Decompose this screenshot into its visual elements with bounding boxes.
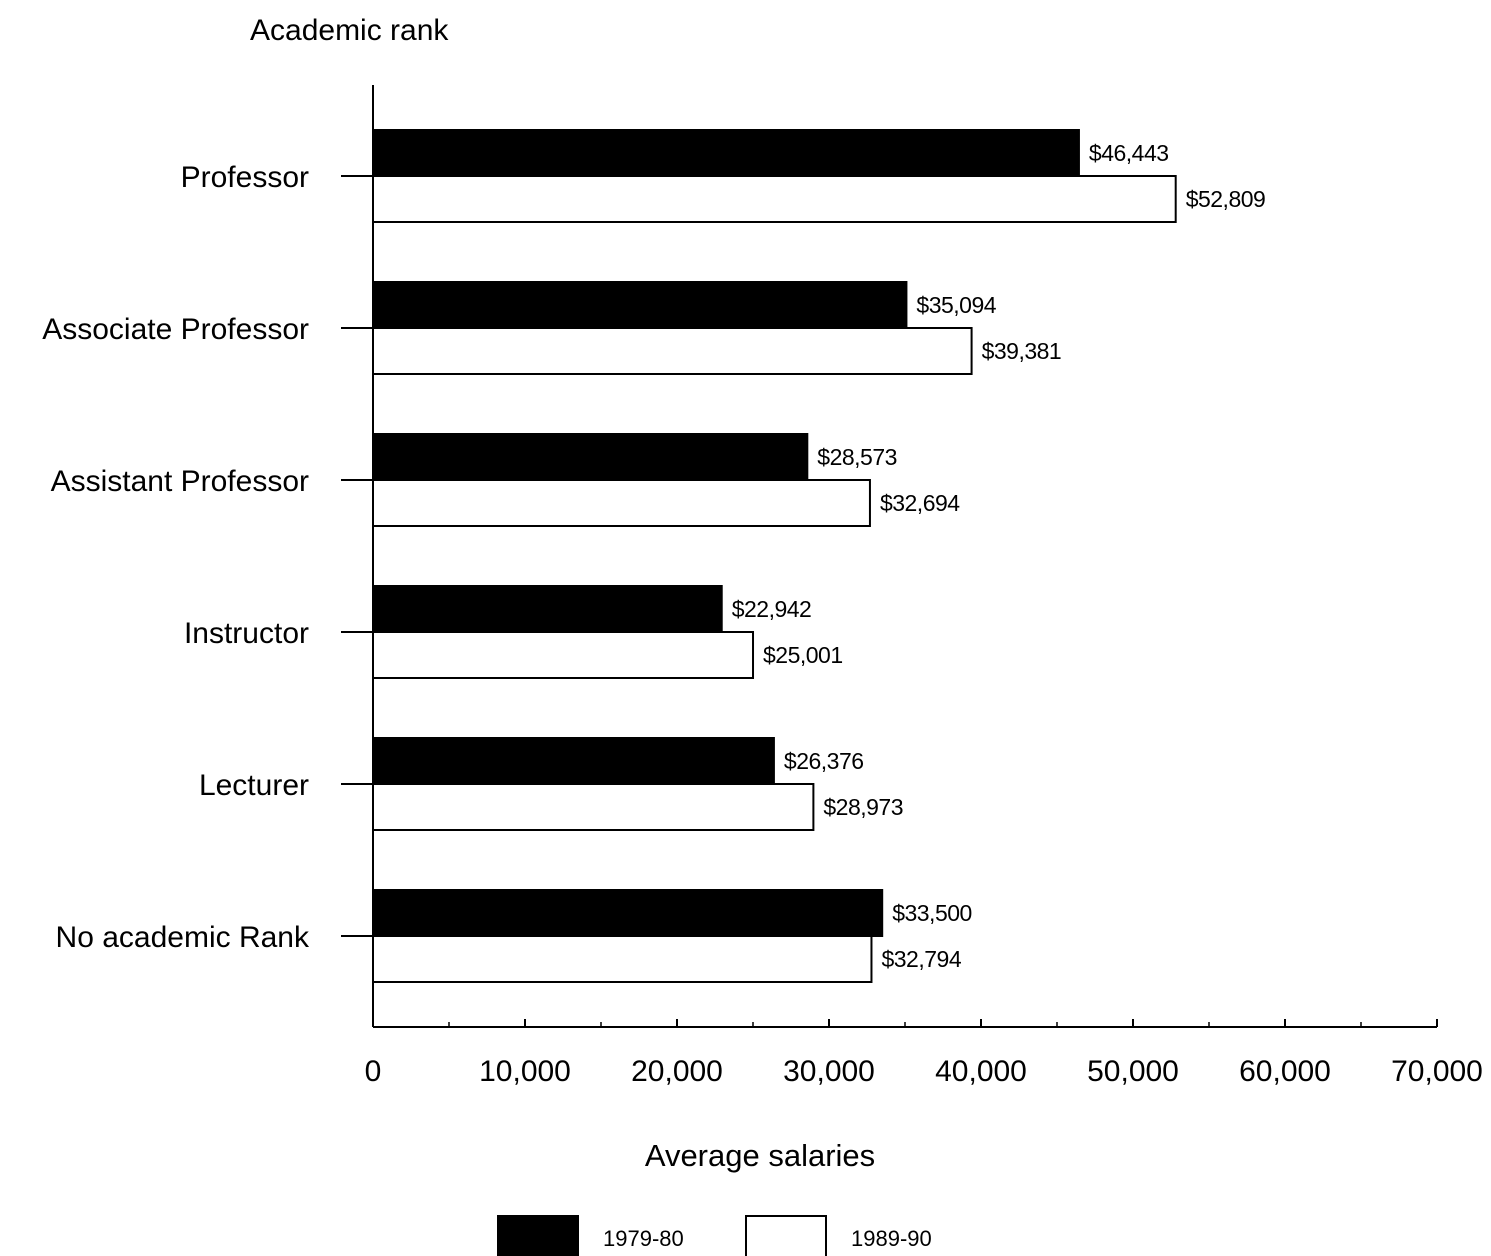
x-tick-label: 0 — [365, 1055, 382, 1088]
x-tick-label: 30,000 — [783, 1055, 875, 1088]
x-tick-label: 60,000 — [1239, 1055, 1331, 1088]
bar-1989-90 — [372, 175, 1177, 223]
data-label: $28,973 — [823, 794, 903, 820]
x-tick-labels: 0 10,000 20,000 30,000 40,000 50,000 60,000 70,… — [365, 1055, 1483, 1088]
data-label: $28,573 — [817, 444, 897, 470]
x-tick-label: 50,000 — [1087, 1055, 1179, 1088]
data-label: $39,381 — [982, 338, 1062, 364]
category-label: No academic Rank — [56, 921, 310, 954]
data-label: $32,694 — [880, 490, 960, 516]
x-tick-label: 10,000 — [479, 1055, 571, 1088]
x-tick-label: 70,000 — [1391, 1055, 1483, 1088]
bar-1979-80 — [372, 129, 1080, 177]
x-tick-label: 20,000 — [631, 1055, 723, 1088]
legend: 1979-80 1989-90 — [497, 1215, 932, 1256]
data-label: $25,001 — [763, 642, 843, 668]
data-label: $32,794 — [881, 946, 961, 972]
bar-1989-90 — [372, 631, 755, 679]
data-label: $22,942 — [732, 596, 812, 622]
bar-1979-80 — [372, 433, 809, 481]
bar-1989-90 — [372, 327, 973, 375]
legend-label: 1979-80 — [603, 1226, 684, 1251]
x-axis-title: Average salaries — [645, 1138, 875, 1173]
x-tick-label: 40,000 — [935, 1055, 1027, 1088]
bar-1979-80 — [372, 585, 723, 633]
bars — [372, 129, 1177, 983]
category-label: Assistant Professor — [51, 465, 309, 498]
data-label: $33,500 — [892, 900, 972, 926]
legend-swatch — [745, 1215, 827, 1256]
bar-1979-80 — [372, 281, 908, 329]
bar-1989-90 — [372, 935, 873, 983]
bar-1989-90 — [372, 479, 871, 527]
category-label: Lecturer — [199, 769, 309, 802]
data-label: $35,094 — [916, 292, 996, 318]
category-label: Instructor — [184, 617, 309, 650]
legend-label: 1989-90 — [851, 1226, 932, 1251]
y-axis-title: Academic rank — [250, 14, 449, 47]
data-labels: $46,443 $52,809 $35,094 $39,381 $28,573 $32,6… — [732, 140, 1266, 972]
bar-1989-90 — [372, 783, 815, 831]
axes — [341, 85, 1438, 1028]
category-label: Associate Professor — [42, 313, 309, 346]
legend-swatch — [497, 1215, 579, 1256]
bar-1979-80 — [372, 737, 775, 785]
data-label: $26,376 — [784, 748, 864, 774]
category-labels: Professor Associate Professor Assistant Pr… — [42, 161, 310, 954]
data-label: $52,809 — [1186, 186, 1266, 212]
category-label: Professor — [181, 161, 309, 194]
data-label: $46,443 — [1089, 140, 1169, 166]
bar-1979-80 — [372, 889, 884, 937]
